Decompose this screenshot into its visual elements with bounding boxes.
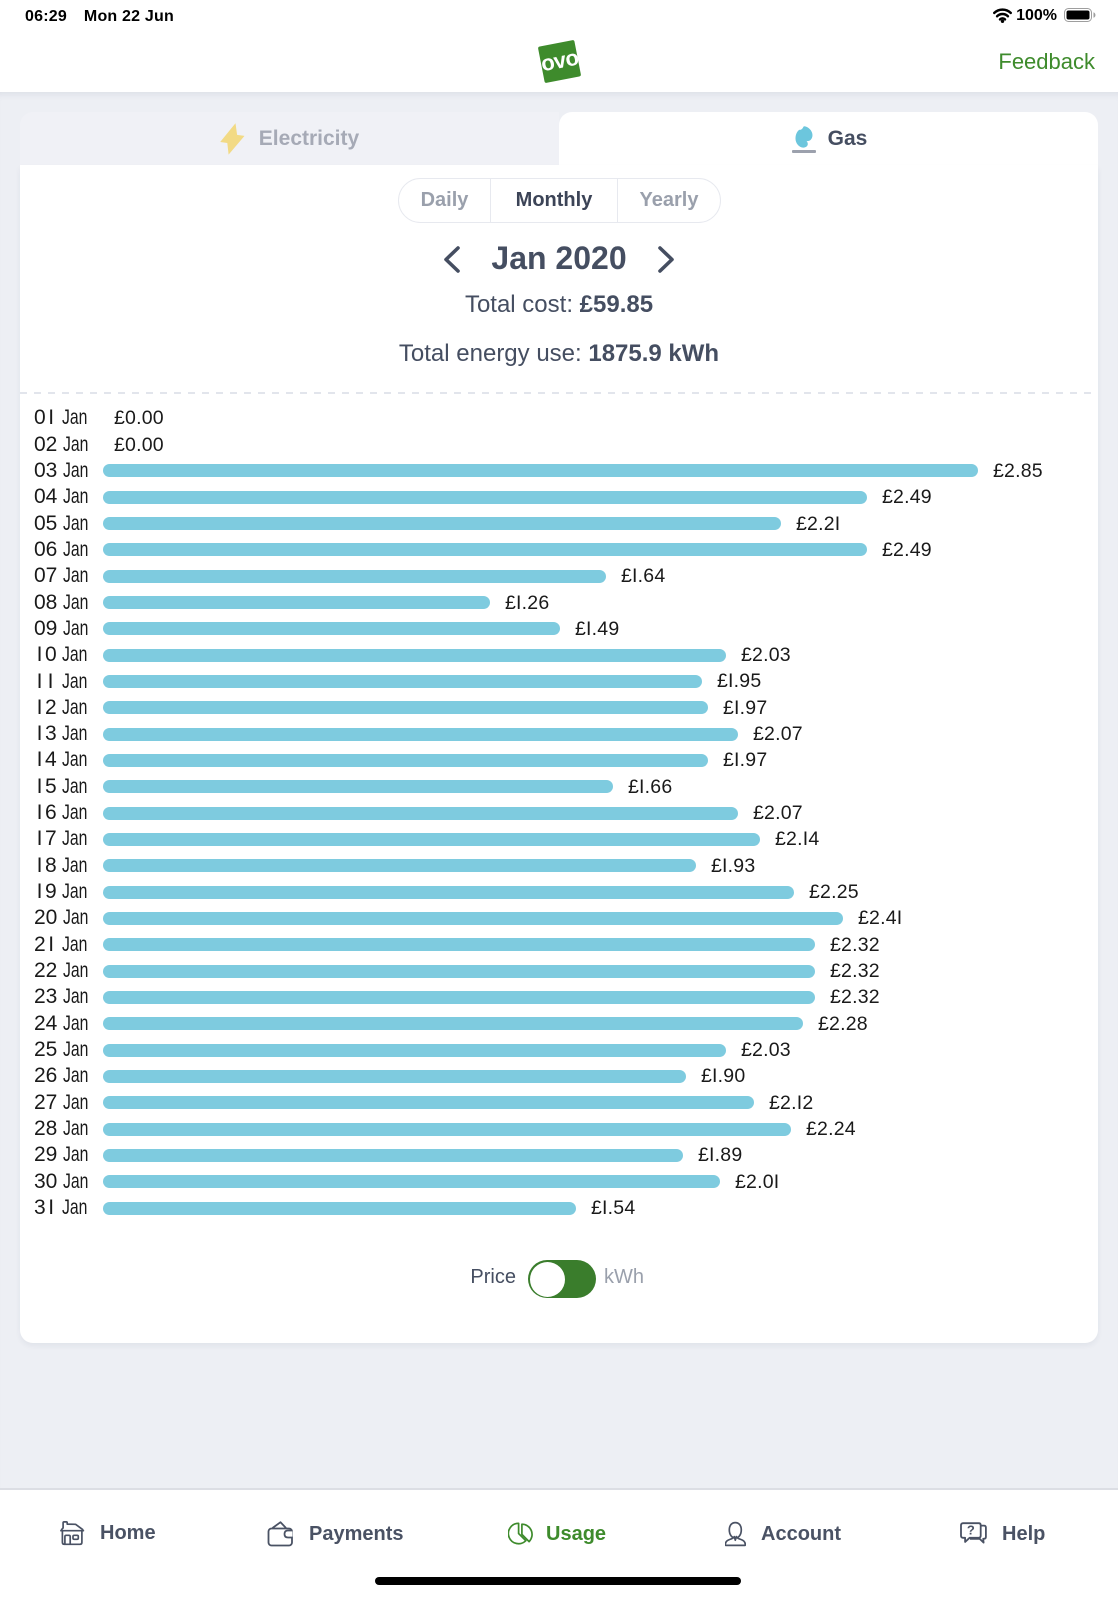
svg-text:?: ? <box>967 1523 975 1538</box>
